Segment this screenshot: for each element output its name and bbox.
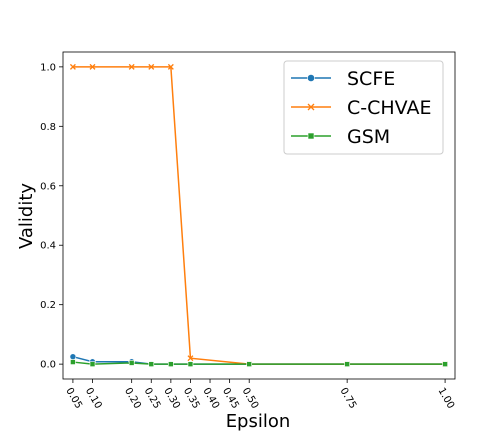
legend-label: GSM xyxy=(347,126,390,148)
series-line xyxy=(72,361,446,365)
square-marker xyxy=(307,132,315,140)
y-axis-title: Validity xyxy=(16,183,37,249)
x-tick-label: 1.00 xyxy=(435,386,456,411)
x-axis-title: Epsilon xyxy=(226,411,291,432)
circle-marker xyxy=(69,353,77,361)
x-marker xyxy=(128,63,135,70)
y-axis-ticks: 0.0 0.2 0.4 0.6 0.8 1.0 xyxy=(40,62,63,371)
x-tick-label: 0.20 xyxy=(122,386,143,411)
y-tick-label: 0.2 xyxy=(40,300,56,311)
x-tick-label: 0.30 xyxy=(161,386,182,411)
square-marker xyxy=(148,361,155,367)
x-marker xyxy=(307,103,315,111)
plot-frame xyxy=(62,51,456,380)
y-tick-label: 1.0 xyxy=(40,62,56,73)
x-marker xyxy=(167,63,174,70)
x-tick-label: 0.75 xyxy=(338,386,359,411)
legend-label: SCFE xyxy=(347,68,395,90)
square-marker xyxy=(168,361,174,367)
x-marker xyxy=(148,63,155,70)
square-marker xyxy=(187,361,194,367)
legend-box xyxy=(283,60,444,155)
x-tick-label: 0.40 xyxy=(200,386,221,411)
y-tick-label: 0.0 xyxy=(40,360,56,371)
series-scfe xyxy=(69,353,449,368)
x-marker xyxy=(89,63,96,70)
square-marker xyxy=(246,361,253,367)
x-tick-label: 0.35 xyxy=(181,386,202,411)
legend-item-c-chvae: C-CHVAE xyxy=(291,97,431,119)
square-marker xyxy=(128,360,135,366)
series-gsm xyxy=(70,359,448,367)
legend-item-gsm: GSM xyxy=(291,126,390,148)
x-tick-label: 0.45 xyxy=(220,386,241,411)
x-tick-label: 0.50 xyxy=(240,386,261,411)
x-marker xyxy=(187,355,194,362)
square-marker xyxy=(344,361,350,367)
x-tick-label: 0.25 xyxy=(142,386,163,411)
legend-label: C-CHVAE xyxy=(347,97,431,119)
x-tick-label: 0.05 xyxy=(63,386,84,411)
y-tick-label: 0.6 xyxy=(40,181,56,192)
legend-item-scfe: SCFE xyxy=(291,68,395,90)
square-marker xyxy=(89,361,96,367)
y-tick-label: 0.8 xyxy=(40,122,56,133)
x-tick-label: 0.10 xyxy=(83,386,104,411)
square-marker xyxy=(70,359,76,365)
circle-marker xyxy=(307,74,315,82)
y-tick-label: 0.4 xyxy=(40,241,56,252)
x-marker xyxy=(69,63,76,70)
legend: SCFE C-CHVAE GSM xyxy=(283,60,444,155)
x-axis-ticks: 0.050.10 0.200.250.300.350.400.450.50 0.75… xyxy=(63,379,456,411)
series-layer xyxy=(69,63,449,368)
square-marker xyxy=(442,361,448,367)
